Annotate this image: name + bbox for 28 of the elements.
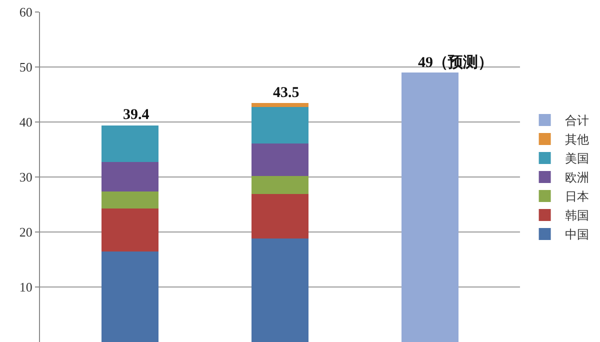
bar [102,162,158,192]
bar [102,251,158,342]
legend-label: 中国 [564,228,589,242]
legend-label: 其他 [564,132,589,147]
bar [102,125,158,162]
y-tick-label: 10 [19,280,32,295]
bar [252,176,308,194]
bar [252,194,308,239]
total-label: 49（预测） [418,54,493,71]
legend-label: 合计 [564,114,589,128]
y-tick-label: 60 [19,4,32,20]
y-tick-label: 40 [19,114,32,130]
legend-label: 欧洲 [564,170,589,185]
legend-label: 韩国 [564,208,589,223]
bar [252,143,308,176]
total-label: 39.4 [123,107,150,123]
bar [252,102,308,108]
bar [102,208,158,252]
y-tick-label: 50 [19,60,32,75]
bar [402,72,458,342]
bar [252,238,308,342]
legend-label: 美国 [564,152,589,166]
y-tick-label: 20 [19,224,32,240]
bar [102,191,158,208]
y-tick-label: 30 [19,170,32,185]
total-label: 43.5 [273,85,300,101]
bar [252,107,308,144]
legend-label: 日本 [564,190,589,204]
